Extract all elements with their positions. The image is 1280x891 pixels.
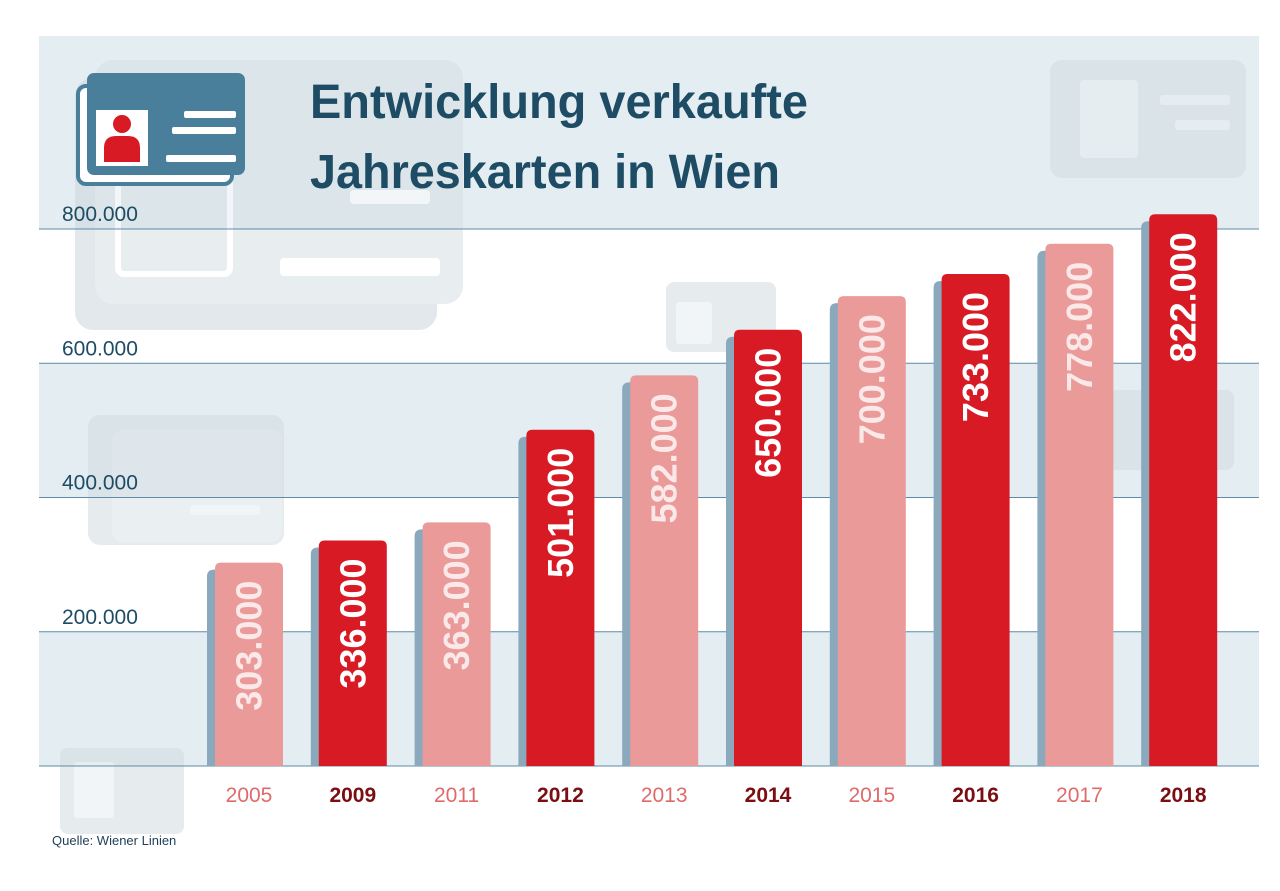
bar-value-label: 363.000 [436, 540, 477, 670]
x-tick-label: 2016 [952, 784, 999, 807]
bar-rect [422, 522, 491, 766]
y-tick-label: 600.000 [62, 337, 138, 360]
bar-value-label: 336.000 [332, 558, 373, 688]
bar-rect [630, 375, 699, 766]
bar-2016: 733.000 [933, 273, 1010, 766]
bar-rect [526, 429, 595, 766]
bar-2005: 303.000 [207, 562, 283, 766]
source-note: Quelle: Wiener Linien [52, 833, 177, 848]
bar-rect [941, 273, 1010, 766]
x-tick-label: 2017 [1056, 784, 1103, 807]
bar-value-label: 700.000 [851, 314, 892, 444]
x-tick-label: 2015 [848, 784, 895, 807]
x-tick-label: 2014 [745, 784, 792, 807]
y-axis-tick-labels: 200.000 400.000 600.000 800.000 [62, 203, 138, 629]
bar-2018: 822.000 [1141, 214, 1218, 767]
bar-2009: 336.000 [310, 540, 387, 766]
watermark-card-icon [60, 748, 184, 834]
bar-rect [318, 540, 387, 766]
y-tick-label: 800.000 [62, 203, 138, 226]
x-tick-label: 2012 [537, 784, 584, 807]
bar-rect [1045, 243, 1114, 766]
y-tick-label: 400.000 [62, 472, 138, 495]
bar-2013: 582.000 [622, 375, 699, 766]
bar-value-label: 582.000 [644, 393, 685, 523]
bar-rect [215, 562, 283, 766]
x-axis-tick-labels: 2005 2009 2011 2012 2013 2014 2015 2016 2017 2018 [226, 784, 1207, 807]
watermark-card-icon [88, 415, 284, 545]
bar-value-label: 822.000 [1163, 232, 1204, 362]
chart-title-line-2: Jahreskarten in Wien [310, 146, 780, 199]
bar-2012: 501.000 [518, 429, 595, 766]
bar-2015: 700.000 [829, 296, 906, 766]
id-card-icon [76, 73, 245, 186]
x-tick-label: 2011 [434, 784, 479, 807]
bar-value-label: 778.000 [1059, 262, 1100, 392]
bar-rect [837, 296, 906, 766]
bar-rect [1149, 214, 1218, 767]
bar-2017: 778.000 [1037, 243, 1114, 766]
person-icon [104, 115, 140, 162]
bar-value-label: 501.000 [540, 448, 581, 578]
bar-series: 303.000 336.000 363.000 501.000 582.000 650.0… [207, 214, 1218, 767]
bar-value-label: 650.000 [748, 348, 789, 478]
x-tick-label: 2009 [329, 784, 376, 807]
bar-2014: 650.000 [726, 329, 802, 766]
bar-value-label: 733.000 [955, 292, 996, 422]
watermark-card-icon [1050, 60, 1246, 178]
x-tick-label: 2018 [1160, 784, 1207, 807]
x-tick-label: 2013 [641, 784, 688, 807]
x-tick-label: 2005 [226, 784, 273, 807]
y-tick-label: 200.000 [62, 606, 138, 629]
chart-title-line-1: Entwicklung verkaufte [310, 76, 808, 129]
bar-rect [734, 329, 802, 766]
bar-value-label: 303.000 [229, 581, 270, 711]
bar-2011: 363.000 [414, 522, 491, 766]
